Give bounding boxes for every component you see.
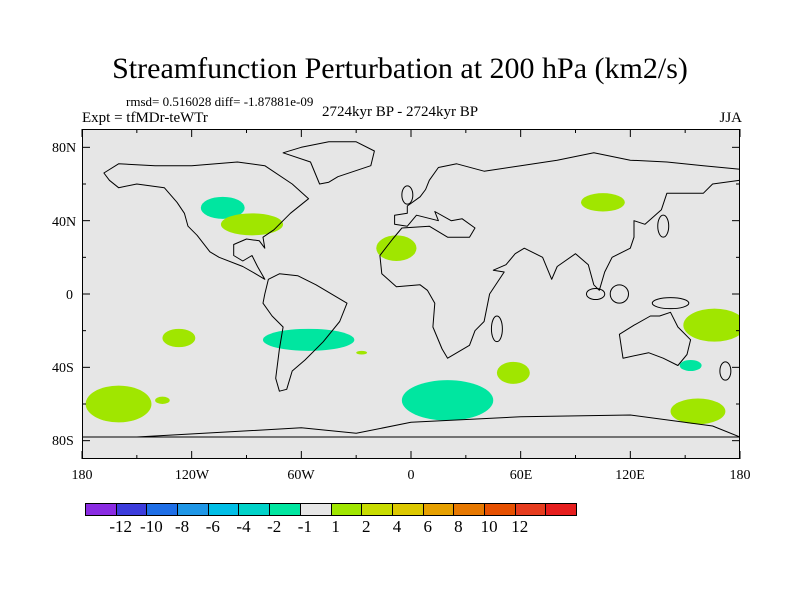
colorbar-swatch-0 (85, 503, 117, 516)
coastline-australia (618, 311, 692, 366)
colorbar-swatch-7 (299, 503, 332, 516)
lon-label-180e: 180 (729, 468, 751, 483)
colorbar-label: 2 (362, 517, 371, 536)
positive-anomaly-10 (670, 398, 726, 425)
coastline-south-america (262, 273, 348, 392)
colorbar-label: -2 (267, 517, 282, 536)
experiment-label: Expt = tfMDr-teWTr (82, 110, 208, 126)
colorbar-label: 8 (454, 517, 463, 536)
colorbar-label: 12 (511, 517, 529, 536)
negative-anomaly-2 (200, 196, 245, 219)
colorbar-label: 4 (392, 517, 402, 536)
positive-anomaly-6 (220, 213, 284, 236)
colorbar-swatch-9 (361, 503, 393, 516)
colorbar-label: -12 (109, 517, 133, 536)
colorbar-swatch-12 (453, 503, 485, 516)
positive-anomaly-8 (580, 193, 625, 212)
lon-label-60e: 60E (509, 468, 533, 483)
lat-label-80n: 80N (52, 141, 77, 156)
positive-anomaly-7 (376, 235, 417, 261)
colorbar-label: -8 (175, 517, 190, 536)
period-label: 2724kyr BP - 2724kyr BP (322, 104, 479, 120)
season-label: JJA (719, 110, 742, 126)
coastline-new-zealand (719, 361, 732, 381)
colorbar-label: -10 (140, 517, 163, 536)
coastline-japan (657, 214, 670, 238)
positive-anomaly-13 (356, 350, 368, 355)
anomaly-layer (85, 193, 740, 425)
negative-anomaly-1 (262, 328, 355, 351)
coastline-antarctica (82, 414, 740, 438)
positive-anomaly-11 (496, 361, 530, 384)
colorbar-label: 6 (423, 517, 432, 536)
negative-anomaly-3 (679, 360, 702, 371)
map-panel (82, 129, 740, 459)
colorbar-swatch-10 (391, 503, 424, 516)
colorbar-label: -4 (236, 517, 251, 536)
coastline-great-britain (401, 185, 414, 205)
colorbar-label: 1 (331, 517, 340, 536)
world-map (82, 141, 740, 438)
colorbar-swatch-6 (269, 503, 301, 516)
colorbar-swatch-2 (146, 503, 179, 516)
negative-anomaly-0 (401, 380, 494, 421)
colorbar-swatch-13 (483, 503, 516, 516)
coastline-madagascar (490, 315, 503, 343)
colorbar-swatch-8 (330, 503, 363, 516)
colorbar-swatch-1 (115, 503, 148, 516)
positive-anomaly-5 (162, 328, 196, 348)
coastline-eurasia-africa (379, 152, 740, 359)
coastline-new-guinea (651, 297, 690, 310)
colorbar-swatch-11 (422, 503, 455, 516)
lon-label-120e: 120E (615, 468, 645, 483)
colorbar-swatch-15 (545, 503, 577, 516)
lat-label-40n: 40N (52, 215, 77, 230)
lon-label-60w: 60W (287, 468, 315, 483)
lon-label-0: 0 (407, 468, 415, 483)
colorbar-swatch-4 (207, 503, 240, 516)
positive-anomaly-12 (155, 396, 170, 405)
colorbar-label: -1 (297, 517, 312, 536)
lon-label-180w: 180 (71, 468, 93, 483)
coastline-sumatra (585, 288, 606, 300)
coastline-greenland (282, 141, 375, 185)
colorbar-label: -6 (205, 517, 220, 536)
colorbar (85, 503, 577, 516)
plot-title: Streamfunction Perturbation at 200 hPa (… (112, 52, 688, 85)
colorbar-label: 10 (480, 517, 498, 536)
colorbar-swatch-5 (238, 503, 271, 516)
coastline-north-america (103, 161, 310, 280)
colorbar-swatch-3 (177, 503, 209, 516)
coastline-borneo (609, 284, 630, 304)
colorbar-swatch-14 (514, 503, 547, 516)
lat-label-80s: 80S (52, 434, 74, 449)
lon-label-120w: 120W (174, 468, 210, 483)
lat-label-40s: 40S (52, 361, 74, 376)
positive-anomaly-9 (683, 308, 740, 342)
positive-anomaly-4 (85, 385, 152, 423)
lat-label-0: 0 (66, 288, 73, 303)
coastline-layer (82, 141, 740, 438)
rmsd-diff-stats: rmsd= 0.516028 diff= -1.87881e-09 (126, 94, 314, 109)
